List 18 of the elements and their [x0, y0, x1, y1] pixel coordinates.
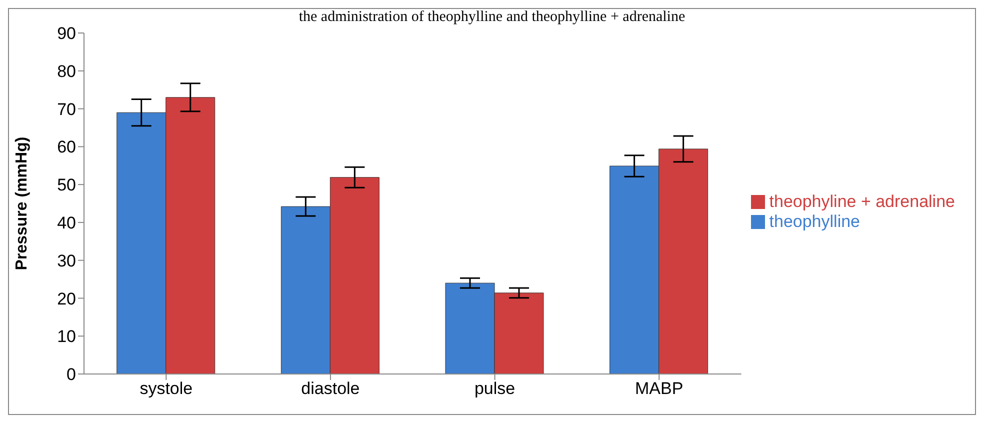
x-tick-label: pulse	[474, 379, 516, 398]
y-tick-label: 90	[57, 24, 76, 44]
y-tick-label: 40	[57, 213, 76, 232]
y-tick-label: 80	[57, 62, 76, 81]
chart-title: the administration of theophylline and theophylline + adrenaline	[298, 9, 686, 26]
y-tick-label: 30	[57, 251, 76, 270]
legend-label: theophyline + adrenaline	[769, 192, 955, 210]
legend-label: theophylline	[769, 212, 860, 230]
y-tick-label: 60	[57, 138, 76, 157]
x-tick-label: diastole	[301, 379, 360, 398]
y-tick-label: 10	[57, 327, 76, 346]
y-tick-label: 70	[57, 100, 76, 119]
x-tick-label: MABP	[635, 379, 684, 398]
y-tick-label: 20	[57, 289, 76, 308]
y-tick-label: 0	[66, 365, 76, 384]
y-axis-title: Pressure (mmHg)	[14, 136, 31, 270]
x-tick-label: systole	[140, 379, 193, 398]
y-tick-label: 50	[57, 176, 76, 195]
